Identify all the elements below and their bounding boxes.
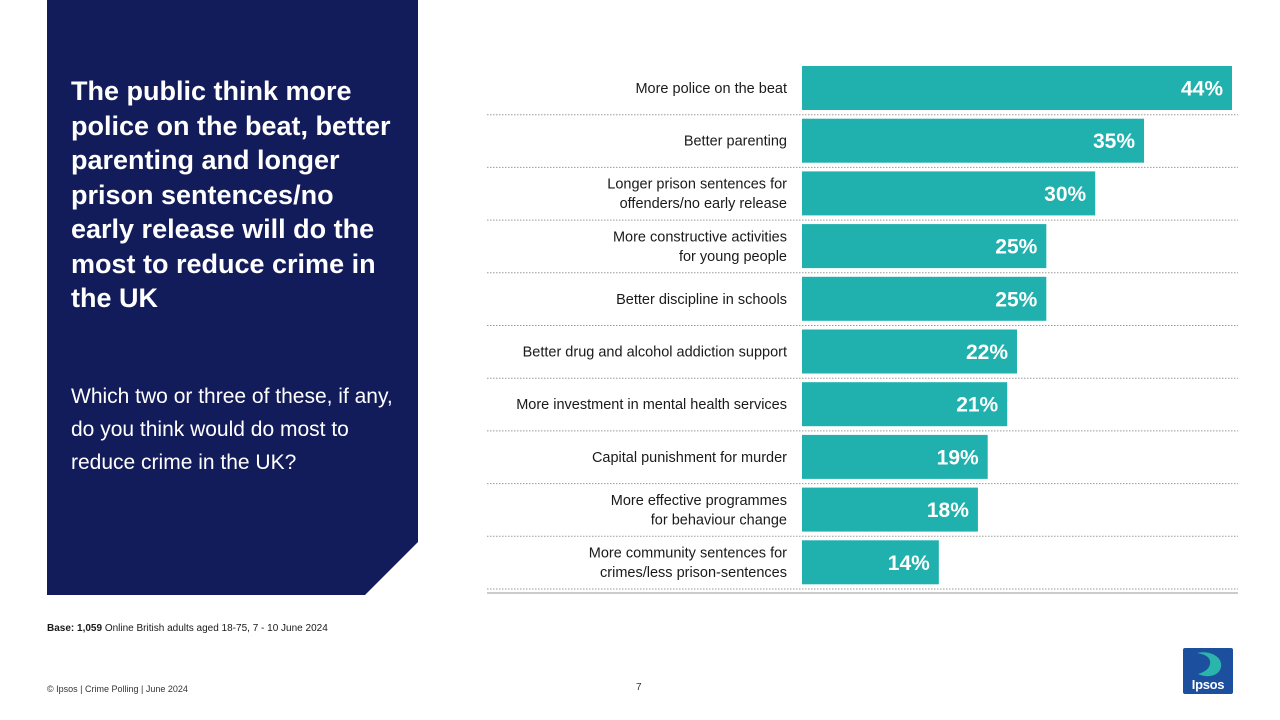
value-label: 30% xyxy=(1044,183,1086,206)
bar xyxy=(802,382,1008,427)
base-note-label: Base: 1,059 xyxy=(47,623,103,634)
footer-copyright: © Ipsos | Crime Polling | June 2024 xyxy=(47,684,188,694)
value-label: 14% xyxy=(888,552,930,575)
category-label: More police on the beat xyxy=(635,81,787,97)
logo-mark-icon xyxy=(1197,652,1222,677)
category-label: Better drug and alcohol addiction suppor… xyxy=(523,345,787,361)
category-label: More community sentences for crimes/less … xyxy=(589,546,787,582)
category-label-line: Better drug and alcohol addiction suppor… xyxy=(523,345,787,361)
category-label: More investment in mental health service… xyxy=(516,397,787,413)
category-label-line: crimes/less prison-sentences xyxy=(600,565,787,581)
bar xyxy=(802,171,1096,216)
value-label: 25% xyxy=(995,288,1037,311)
category-label-line: More investment in mental health service… xyxy=(516,397,787,413)
bar xyxy=(802,487,978,532)
value-label: 25% xyxy=(995,236,1037,259)
category-label: More effective programmes for behaviour c… xyxy=(611,493,787,528)
bar xyxy=(802,224,1047,269)
base-note: Base: 1,059 Online British adults aged 1… xyxy=(47,623,328,634)
bar-chart: 44% More police on the beat 35% Better pare… xyxy=(487,66,1238,594)
category-label-line: for behaviour change xyxy=(651,512,787,528)
bar xyxy=(802,540,939,585)
category-label-line: More community sentences for xyxy=(589,546,787,562)
value-label: 18% xyxy=(927,499,969,522)
category-label-line: More constructive activities xyxy=(613,229,787,245)
category-label-line: Longer prison sentences for xyxy=(607,177,787,193)
category-label-line: More effective programmes xyxy=(611,493,787,509)
category-label: Better parenting xyxy=(684,134,787,150)
value-label: 19% xyxy=(937,446,979,469)
bar xyxy=(802,118,1145,163)
bar xyxy=(802,66,1232,110)
category-label-line: Better parenting xyxy=(684,134,787,150)
bar xyxy=(802,434,988,479)
category-label-line: offenders/no early release xyxy=(620,196,787,212)
category-label: Longer prison sentences for offenders/no … xyxy=(607,177,787,213)
value-label: 21% xyxy=(956,394,998,417)
category-label: More constructive activities for young pe… xyxy=(613,229,787,265)
page-title: The public think more police on the beat… xyxy=(71,76,391,313)
bar xyxy=(802,329,1017,374)
category-label-line: for young people xyxy=(679,249,787,265)
logo-text: Ipsos xyxy=(1191,677,1225,692)
page-number: 7 xyxy=(636,682,642,693)
category-label-line: More police on the beat xyxy=(635,81,787,97)
category-label-line: Better discipline in schools xyxy=(616,292,787,308)
value-label: 35% xyxy=(1093,130,1135,153)
category-label: Capital punishment for murder xyxy=(592,450,787,466)
value-label: 22% xyxy=(966,341,1008,364)
survey-question: Which two or three of these, if any, do … xyxy=(71,385,393,474)
value-label: 44% xyxy=(1181,78,1223,101)
title-panel: The public think more police on the beat… xyxy=(47,0,418,595)
bar xyxy=(802,276,1047,321)
ipsos-logo: Ipsos xyxy=(1183,648,1233,694)
category-label-line: Capital punishment for murder xyxy=(592,450,787,466)
category-label: Better discipline in schools xyxy=(616,292,787,308)
base-note-text: Online British adults aged 18-75, 7 - 10… xyxy=(102,623,328,634)
